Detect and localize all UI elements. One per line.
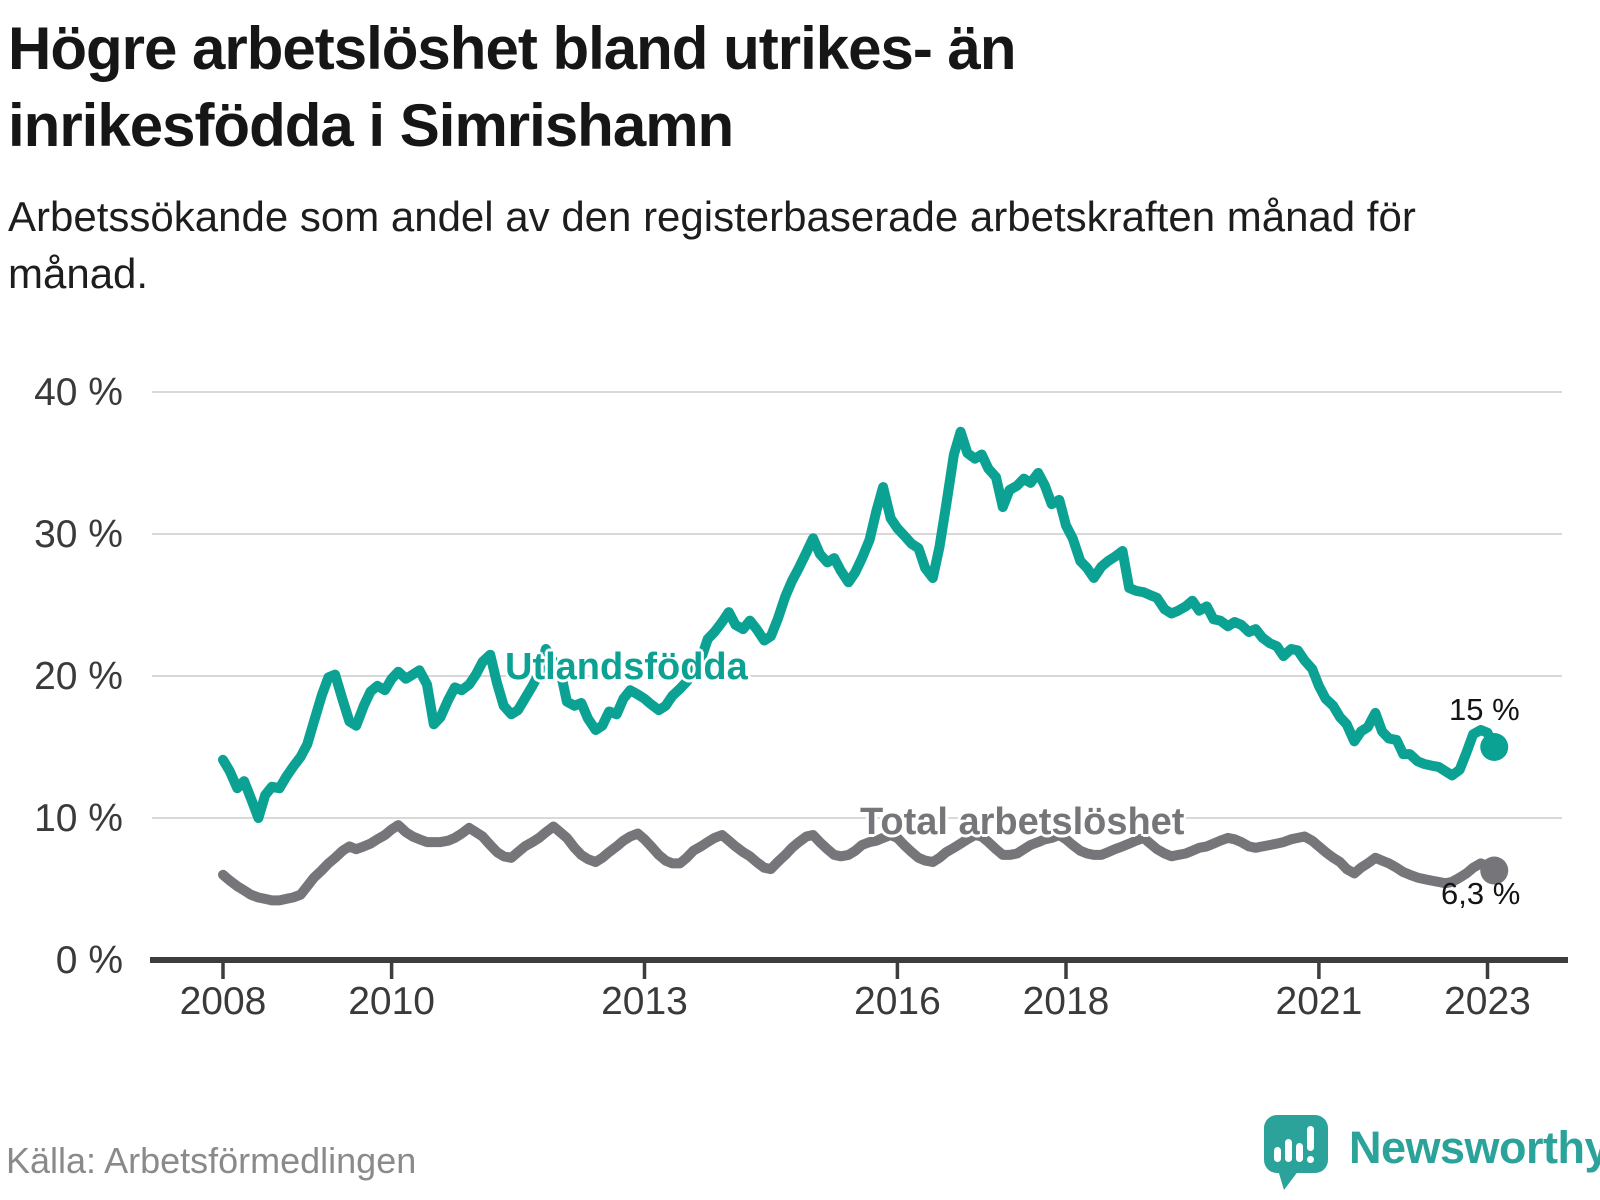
newsworthy-logo-icon	[1264, 1115, 1328, 1190]
newsworthy-logo-text: Newsworthy	[1349, 1122, 1600, 1173]
end-dot-series-0	[1480, 733, 1509, 761]
y-tick-label-40: 40 %	[34, 371, 123, 414]
series-label-total-arbetsloshet: Total arbetslöshet	[860, 801, 1185, 843]
source-note: Källa: Arbetsförmedlingen	[6, 1140, 417, 1181]
y-tick-label-10: 10 %	[34, 797, 123, 840]
x-tick-label-2008: 2008	[180, 980, 267, 1023]
y-tick-label-30: 30 %	[34, 513, 123, 556]
series-label-utlandsfodda: Utlandsfödda	[505, 646, 748, 688]
x-tick-label-2021: 2021	[1276, 980, 1363, 1023]
y-tick-label-0: 0 %	[56, 939, 123, 982]
x-tick-label-2018: 2018	[1023, 980, 1110, 1023]
y-tick-label-20: 20 %	[34, 655, 123, 698]
page-subtitle: Arbetssökande som andel av den registerb…	[8, 193, 1416, 297]
end-value-label-total: 6,3 %	[1441, 876, 1521, 911]
end-value-label-utlandsfodda: 15 %	[1449, 692, 1520, 727]
page-title: Högre arbetslöshet bland utrikes- än inr…	[8, 15, 1017, 159]
line-series-0	[218, 426, 1500, 823]
line-series-1	[218, 820, 1500, 906]
x-tick-label-2013: 2013	[601, 980, 688, 1023]
newsworthy-logo: Newsworthy	[1263, 1114, 1600, 1194]
x-tick-label-2010: 2010	[348, 980, 435, 1023]
x-tick-label-2016: 2016	[854, 980, 941, 1023]
x-tick-label-2023: 2023	[1444, 980, 1531, 1023]
end-dot-series-1	[1480, 856, 1509, 885]
